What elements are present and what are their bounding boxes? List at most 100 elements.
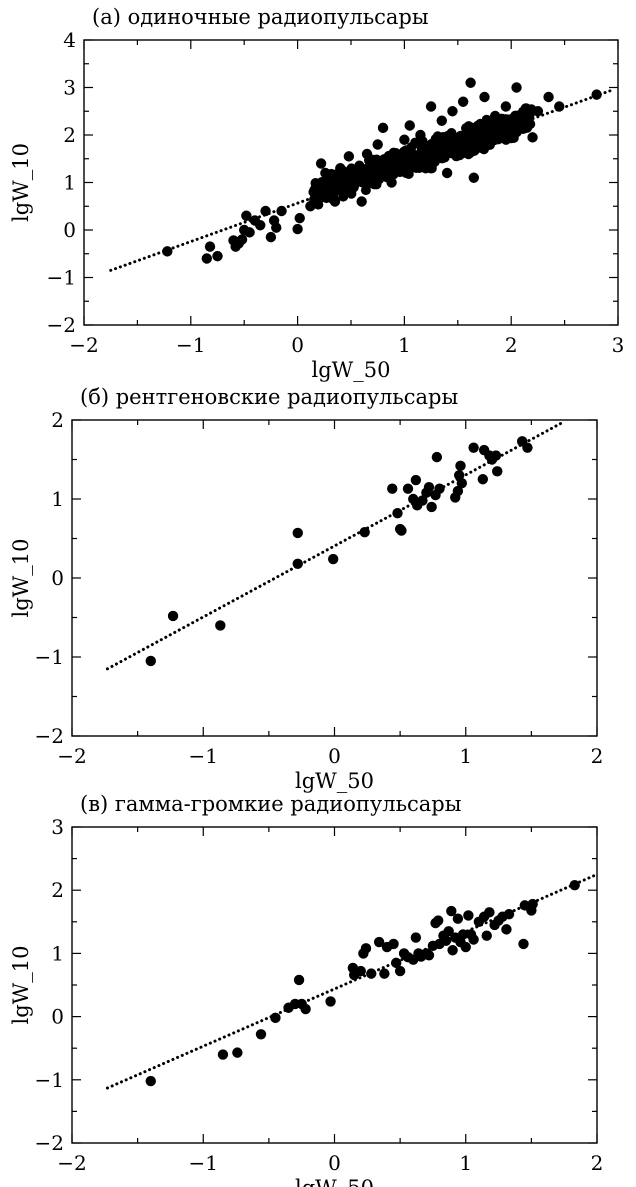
data-point (388, 938, 399, 950)
chart-title: (б) рентгеновские радиопульсары (80, 385, 458, 409)
data-point (468, 934, 479, 945)
data-point (244, 227, 255, 238)
data-point (554, 101, 565, 112)
data-point (447, 106, 458, 117)
x-tick-label: −2 (57, 744, 86, 768)
data-point (276, 205, 287, 217)
data-point (373, 936, 385, 948)
data-point (294, 212, 305, 224)
data-point (379, 968, 390, 979)
data-point (456, 478, 468, 489)
data-point (167, 610, 179, 622)
data-point (484, 139, 496, 150)
scatter-panel-3: (в) гамма-громкие радиопульсары −2 −1 0 1 2 −2… (9, 792, 603, 1187)
data-point (215, 620, 226, 631)
y-tick-label: 1 (63, 171, 76, 195)
data-point (490, 450, 502, 461)
data-point (393, 158, 405, 169)
data-point (308, 186, 319, 198)
x-tick-label: −1 (176, 333, 205, 357)
data-point (425, 101, 437, 112)
y-tick-label: −1 (47, 266, 76, 290)
x-tick-label: 2 (591, 1151, 604, 1175)
data-point (479, 91, 490, 103)
data-point (394, 965, 406, 977)
data-point (443, 926, 454, 937)
x-tick-label: −1 (189, 744, 218, 768)
data-point (481, 930, 492, 941)
data-point (516, 115, 528, 126)
data-point (477, 474, 489, 485)
data-point (313, 199, 324, 210)
chart-title: (а) одиночные радиопульсары (92, 5, 429, 29)
x-tick-label: −1 (189, 1151, 218, 1175)
data-point (265, 231, 277, 243)
y-tick-label: 2 (51, 878, 64, 902)
data-point (402, 145, 413, 156)
y-axis-label: lgW_10 (9, 539, 33, 618)
data-point (293, 974, 305, 986)
data-point (232, 1047, 243, 1058)
data-point (329, 196, 341, 207)
y-tick-label: 3 (51, 815, 64, 839)
data-point (396, 525, 407, 536)
data-point (492, 466, 503, 477)
data-point (351, 177, 362, 188)
data-point (404, 120, 415, 131)
data-point (485, 120, 496, 131)
data-point (452, 485, 464, 497)
data-point (217, 1049, 229, 1060)
plot-frame (71, 419, 598, 737)
data-point (366, 968, 377, 979)
data-point (260, 205, 271, 217)
data-point (441, 167, 453, 179)
y-axis-label: lgW_10 (9, 946, 33, 1025)
data-point (501, 924, 512, 935)
data-point (327, 553, 339, 565)
data-point (503, 909, 515, 920)
y-tick-label: 2 (51, 408, 64, 432)
x-tick-label: 2 (505, 333, 518, 357)
data-point (255, 1029, 267, 1040)
data-point (360, 943, 372, 954)
data-point (440, 935, 452, 946)
data-point (236, 234, 248, 245)
data-point (399, 134, 410, 145)
data-point (212, 250, 223, 262)
y-tick-label: 4 (63, 28, 76, 52)
data-point (324, 179, 335, 191)
y-tick-label: 0 (51, 566, 64, 590)
data-point (511, 82, 522, 93)
data-point (466, 125, 477, 136)
data-point (360, 185, 371, 196)
x-axis-label: lgW_50 (295, 769, 374, 793)
x-tick-label: −2 (69, 333, 98, 357)
data-point (204, 241, 216, 252)
data-point (447, 945, 458, 956)
data-point (255, 220, 266, 231)
data-point (431, 144, 442, 155)
scatter-panel-2: (б) рентгеновские радиопульсары −2 −1 0 1 2 −2… (9, 385, 603, 793)
data-point (463, 148, 474, 160)
data-point (463, 910, 474, 921)
data-point (453, 470, 465, 481)
data-point (320, 167, 331, 179)
data-point (452, 139, 463, 150)
data-point (343, 151, 355, 162)
data-point (145, 1075, 156, 1087)
x-tick-label: 3 (612, 333, 625, 357)
data-point (436, 115, 447, 126)
data-point (386, 177, 397, 188)
data-point (316, 176, 327, 187)
x-tick-label: −2 (57, 1151, 86, 1175)
data-point (162, 246, 173, 257)
data-point (292, 223, 303, 235)
y-tick-label: −2 (35, 1131, 64, 1155)
data-point (420, 163, 431, 174)
data-point (430, 134, 441, 145)
data-point (417, 495, 428, 506)
data-point (300, 1003, 311, 1015)
data-point (532, 106, 544, 117)
data-point (460, 941, 471, 953)
